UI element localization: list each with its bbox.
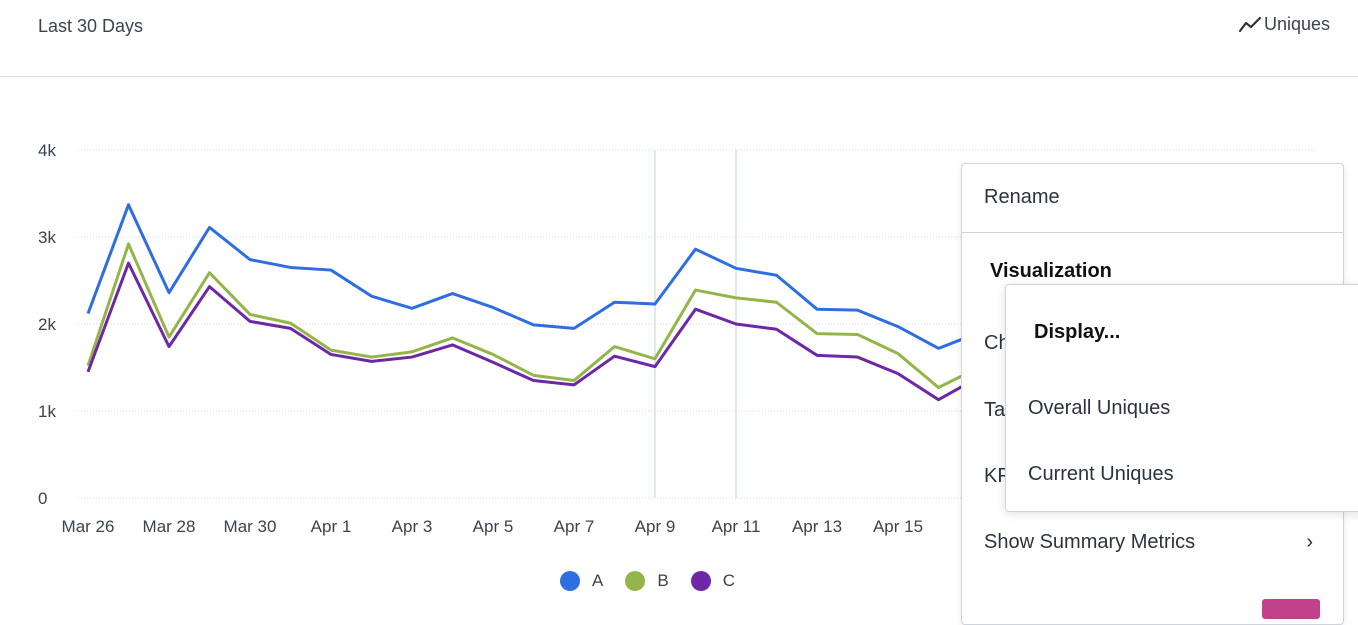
kpi-menu-item[interactable]: KP [984,465,1011,487]
legend-item-a[interactable]: A [560,571,603,591]
x-tick-label: Apr 11 [712,517,761,536]
metric-toggle[interactable]: Uniques [1238,14,1330,35]
x-tick-label: Apr 3 [392,517,433,536]
legend-dot-icon [625,571,646,591]
current-uniques-option[interactable]: Current Uniques [1028,463,1174,485]
x-tick-label: Apr 15 [873,517,923,536]
y-tick-label: 3k [38,228,56,247]
series-line-b [86,242,980,390]
legend-item-b[interactable]: B [625,571,669,591]
x-tick-label: Mar 30 [224,517,277,536]
visualization-heading: Visualization [990,260,1112,282]
overall-uniques-option[interactable]: Overall Uniques [1028,397,1171,419]
legend-label: B [657,571,669,590]
show-summary-metrics-item[interactable]: Show Summary Metrics [984,531,1196,553]
legend-dot-icon [560,571,580,591]
y-tick-label: 2k [38,315,56,334]
x-tick-label: Apr 13 [792,517,842,536]
chart-header: Last 30 Days Uniques [0,0,1358,77]
x-tick-label: Apr 5 [473,517,514,536]
new-badge [1262,599,1320,619]
rename-menu-item[interactable]: Rename [984,186,1060,208]
y-tick-label: 1k [38,402,56,421]
display-heading: Display... [1034,321,1121,343]
x-tick-label: Apr 1 [311,517,352,536]
legend-item-c[interactable]: C [690,571,735,591]
x-tick-label: Mar 26 [62,517,115,536]
x-tick-label: Apr 7 [554,517,595,536]
series-line-c [86,261,980,402]
chart-menu-item[interactable]: Ch [984,332,1010,354]
x-tick-label: Mar 28 [143,517,196,536]
line-chart: 0 1k 2k 3k 4k Mar 26 Mar 28 Mar 30 Apr 1 Apr 3 Apr… [38,141,1316,536]
x-tick-label: Apr 9 [635,517,676,536]
y-tick-label: 4k [38,141,56,160]
chevron-right-icon: › [1306,531,1313,553]
menu-divider [962,232,1343,233]
legend-dot-icon [690,571,711,591]
date-range-label[interactable]: Last 30 Days [38,16,144,36]
metric-label: Uniques [1263,14,1330,34]
line-chart-icon [1238,16,1262,32]
y-tick-label: 0 [38,489,47,508]
display-submenu: Display... Overall Uniques Current Uniqu… [1005,284,1358,512]
series-line-a [86,203,980,350]
legend-label: A [592,571,604,590]
legend-label: C [722,571,735,590]
chart-legend: A B C [560,571,735,591]
table-menu-item[interactable]: Ta [984,399,1006,421]
